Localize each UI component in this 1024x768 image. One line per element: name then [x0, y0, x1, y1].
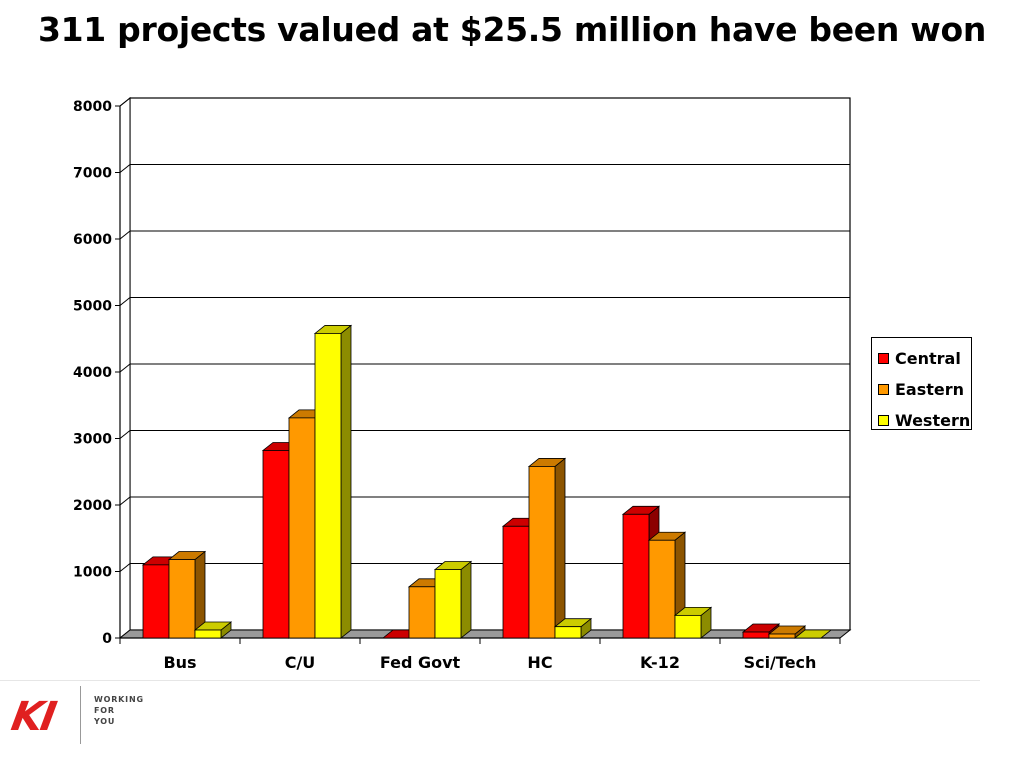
chart-title: 311 projects valued at $25.5 million hav… — [37, 10, 987, 49]
bar — [408, 586, 436, 639]
logo-divider — [80, 686, 81, 744]
legend-label-western: Western — [895, 411, 971, 430]
bar-side — [340, 324, 352, 639]
legend-item-western: Western — [872, 405, 971, 436]
bar-chart: 0 1000 2000 3000 4000 5000 6000 7000 8000 Bus C/U F… — [73, 96, 852, 672]
legend-swatch-eastern — [878, 384, 889, 395]
x-tick-label: Bus — [163, 653, 196, 672]
legend-swatch-western — [878, 415, 889, 426]
gridline-side — [119, 297, 131, 306]
x-tick-label: HC — [527, 653, 552, 672]
y-tick-label: 0 — [102, 631, 112, 647]
logo-tagline-line: FOR — [94, 706, 115, 715]
footer-divider — [0, 680, 980, 681]
bar — [674, 614, 702, 639]
bar — [554, 626, 582, 639]
bar — [768, 633, 796, 639]
y-tick-label: 5000 — [73, 299, 112, 315]
y-tick-label: 8000 — [73, 99, 112, 115]
logo-mark: KI — [7, 694, 58, 740]
gridline-side — [119, 496, 131, 506]
bar — [648, 539, 676, 639]
legend-label-central: Central — [895, 349, 961, 368]
bar — [622, 513, 650, 639]
bar-top — [793, 629, 833, 639]
y-tick-label: 1000 — [73, 565, 112, 581]
gridline-side — [119, 164, 131, 173]
logo-tagline-line: WORKING — [94, 695, 144, 704]
legend-item-eastern: Eastern — [872, 374, 971, 405]
bar — [434, 569, 462, 639]
gridline-side — [119, 97, 131, 107]
legend-item-central: Central — [872, 343, 971, 374]
x-tick-label: C/U — [285, 653, 316, 672]
bar — [742, 631, 770, 639]
x-tick-label: Fed Govt — [380, 653, 461, 672]
gridline-side — [119, 230, 131, 240]
y-tick-label: 7000 — [73, 166, 112, 182]
bar-side — [554, 457, 566, 639]
gridline-side — [119, 563, 131, 572]
bar — [262, 450, 290, 639]
y-tick-label: 3000 — [73, 432, 112, 448]
bar — [142, 564, 170, 639]
gridline-side — [119, 363, 131, 373]
x-tick-label: Sci/Tech — [744, 653, 817, 672]
bar — [528, 466, 556, 639]
chart-legend: Central Eastern Western — [871, 337, 972, 430]
bar-side — [460, 560, 472, 639]
bar — [194, 629, 222, 639]
y-tick-label: 4000 — [73, 365, 112, 381]
logo-tagline-line: YOU — [94, 717, 116, 726]
company-logo: KI WORKING FOR YOU — [8, 686, 148, 750]
logo-tagline: WORKING FOR YOU — [94, 694, 144, 727]
bar — [168, 559, 196, 639]
legend-label-eastern: Eastern — [895, 380, 965, 399]
y-tick-label: 6000 — [73, 232, 112, 248]
legend-swatch-central — [878, 353, 889, 364]
bar — [502, 525, 530, 639]
bar — [288, 417, 316, 639]
gridline-side — [119, 430, 131, 439]
y-tick-label: 2000 — [73, 498, 112, 514]
x-tick-label: K-12 — [640, 653, 680, 672]
bar — [314, 333, 342, 639]
